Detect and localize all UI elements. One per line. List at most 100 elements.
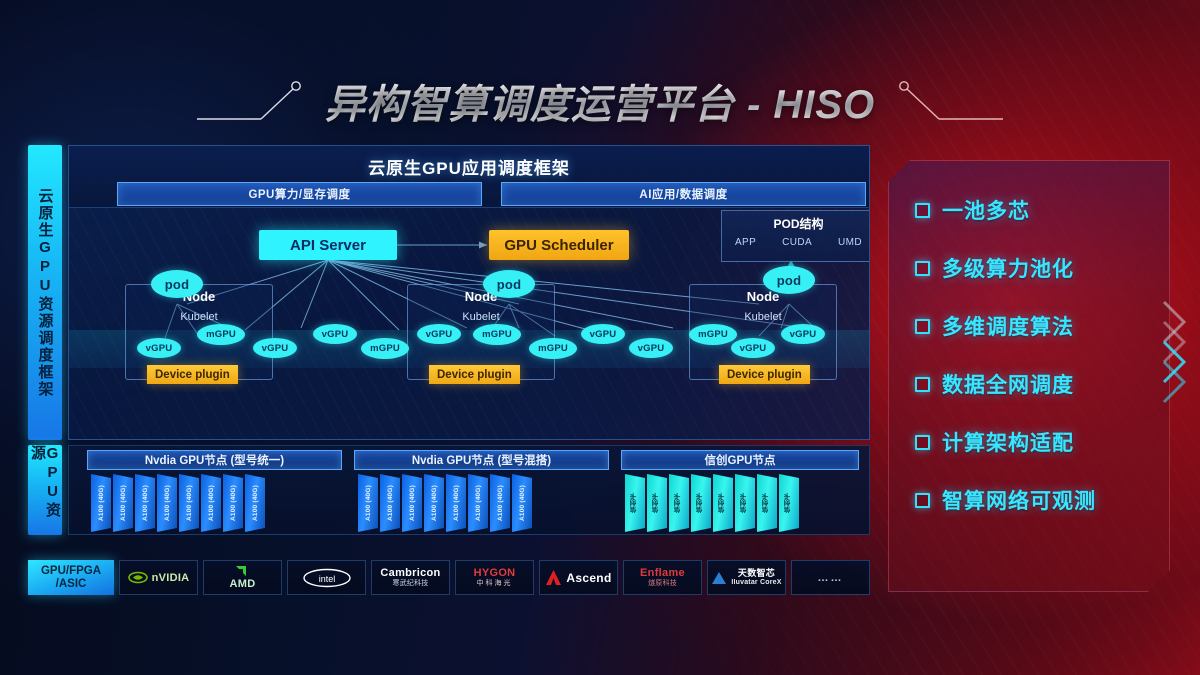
gpu-card[interactable]: 信创卡: [691, 474, 711, 532]
gpu-pill-mgpu[interactable]: mGPU: [529, 338, 577, 359]
vendor-category-tag: GPU/FPGA /ASIC: [28, 560, 114, 595]
gpu-card-row: 信创卡 信创卡 信创卡 信创卡 信创卡 信创卡 信创卡 信创卡: [625, 474, 799, 532]
gpu-card[interactable]: A100 (40G): [201, 474, 221, 532]
gpu-card[interactable]: 信创卡: [757, 474, 777, 532]
gpu-pill-vgpu[interactable]: vGPU: [313, 324, 357, 344]
gpu-card[interactable]: A100 (40G): [424, 474, 444, 532]
vendor-logo-enflame[interactable]: Enflame 燧原科技: [623, 560, 702, 595]
pod-structure-box: POD结构 APP CUDA UMD: [721, 210, 869, 262]
gpu-card[interactable]: A100 (40G): [135, 474, 155, 532]
page-title: 异构智算调度运营平台 - HISO: [325, 72, 875, 130]
capability-bar-gpu-compute[interactable]: GPU算力/显存调度: [117, 182, 482, 206]
gpu-card-label: 信创卡: [697, 492, 704, 514]
gpu-card-row: A100 (40G) A100 (40G) A100 (40G) A100 (4…: [358, 474, 532, 532]
gpu-card-label: A100 (40G): [207, 485, 215, 521]
gpu-card[interactable]: A100 (40G): [468, 474, 488, 532]
gpu-card[interactable]: 信创卡: [669, 474, 689, 532]
vendor-tag-line2: /ASIC: [55, 577, 87, 590]
gpu-pill-mgpu[interactable]: mGPU: [197, 324, 245, 345]
pod-pill[interactable]: pod: [151, 270, 203, 298]
vendor-logo-iluvatar[interactable]: 天数智芯 Iluvatar CoreX: [707, 560, 786, 595]
gpu-card-row: A100 (40G) A100 (40G) A100 (40G) A100 (4…: [91, 474, 265, 532]
vendor-logo-nvidia[interactable]: nVIDIA: [119, 560, 198, 595]
checkbox-icon: [915, 435, 930, 450]
gpu-pill-vgpu[interactable]: vGPU: [417, 324, 461, 344]
gpu-card[interactable]: A100 (40G): [157, 474, 177, 532]
capability-bar-ai-data[interactable]: AI应用/数据调度: [501, 182, 866, 206]
gpu-card[interactable]: A100 (40G): [490, 474, 510, 532]
gpu-node-group: 信创GPU节点 信创卡 信创卡 信创卡 信创卡 信创卡 信创卡 信创卡 信创卡: [621, 446, 859, 534]
pod-struct-item-app: APP: [734, 237, 757, 248]
side-label-framework-text: 云原生GPU资源调度框架: [36, 187, 54, 398]
gpu-pill-vgpu[interactable]: vGPU: [137, 338, 181, 358]
pod-pill[interactable]: pod: [763, 266, 815, 294]
gpu-card-label: A100 (40G): [518, 485, 526, 521]
feature-label: 数据全网调度: [942, 374, 1074, 397]
intel-logo-icon: intel: [302, 568, 352, 588]
feature-label: 一池多芯: [942, 200, 1030, 223]
device-plugin-button[interactable]: Device plugin: [719, 365, 810, 384]
device-plugin-button[interactable]: Device plugin: [429, 365, 520, 384]
gpu-node-label: Nvdia GPU节点 (型号统一): [87, 450, 342, 470]
gpu-card[interactable]: A100 (40G): [446, 474, 466, 532]
gpu-scheduler-box[interactable]: GPU Scheduler: [489, 230, 629, 260]
vendor-name: Ascend: [566, 570, 612, 585]
vendor-logo-amd[interactable]: AMD: [203, 560, 282, 595]
node-kubelet: Kubelet: [462, 311, 500, 323]
gpu-card-label: A100 (40G): [386, 485, 394, 521]
gpu-card[interactable]: A100 (40G): [91, 474, 111, 532]
gpu-card[interactable]: A100 (40G): [245, 474, 265, 532]
architecture-diagram: 云原生GPU资源调度框架 GPU资源 云原生GPU应用调度框架 GPU算力/显存…: [28, 145, 870, 595]
gpu-card[interactable]: A100 (40G): [179, 474, 199, 532]
gpu-card[interactable]: A100 (40G): [113, 474, 133, 532]
gpu-card[interactable]: 信创卡: [735, 474, 755, 532]
feature-item-4[interactable]: 计算架构适配: [915, 427, 1169, 457]
vendor-subname: 寒武纪科技: [392, 579, 429, 587]
amd-logo-icon: [235, 565, 250, 578]
chevron-decoration: [1162, 300, 1192, 420]
gpu-card[interactable]: A100 (40G): [380, 474, 400, 532]
vendor-name: AMD: [229, 577, 256, 590]
gpu-card[interactable]: 信创卡: [779, 474, 799, 532]
vendor-logo-more[interactable]: ……: [791, 560, 870, 595]
gpu-card-label: A100 (40G): [408, 485, 416, 521]
vendor-logo-cambricon[interactable]: Cambricon 寒武纪科技: [371, 560, 450, 595]
api-server-box[interactable]: API Server: [259, 230, 397, 260]
gpu-card[interactable]: 信创卡: [647, 474, 667, 532]
gpu-pill-mgpu[interactable]: mGPU: [361, 338, 409, 359]
gpu-card[interactable]: 信创卡: [625, 474, 645, 532]
gpu-card-label: A100 (40G): [229, 485, 237, 521]
gpu-card-label: 信创卡: [631, 492, 638, 514]
vendor-subname: 中科海光: [476, 579, 513, 587]
vendor-logo-hygon[interactable]: HYGON 中科海光: [455, 560, 534, 595]
vendor-name: Cambricon: [380, 567, 441, 580]
gpu-pill-mgpu[interactable]: mGPU: [689, 324, 737, 345]
node-title: Node: [746, 289, 780, 304]
gpu-pill-mgpu[interactable]: mGPU: [473, 324, 521, 345]
device-plugin-button[interactable]: Device plugin: [147, 365, 238, 384]
gpu-resource-panel: Nvdia GPU节点 (型号统一) A100 (40G) A100 (40G)…: [68, 445, 870, 535]
gpu-card-label: 信创卡: [741, 492, 748, 514]
feature-item-1[interactable]: 多级算力池化: [915, 253, 1169, 283]
gpu-card[interactable]: 信创卡: [713, 474, 733, 532]
gpu-node-label: Nvdia GPU节点 (型号混搭): [354, 450, 609, 470]
gpu-card[interactable]: A100 (40G): [512, 474, 532, 532]
gpu-pill-vgpu[interactable]: vGPU: [253, 338, 297, 358]
feature-item-5[interactable]: 智算网络可观测: [915, 485, 1169, 515]
gpu-card[interactable]: A100 (40G): [402, 474, 422, 532]
gpu-card[interactable]: A100 (40G): [358, 474, 378, 532]
feature-item-3[interactable]: 数据全网调度: [915, 369, 1169, 399]
gpu-pill-vgpu[interactable]: vGPU: [781, 324, 825, 344]
gpu-card[interactable]: A100 (40G): [223, 474, 243, 532]
vendor-name: HYGON: [473, 567, 516, 580]
gpu-node-label: 信创GPU节点: [621, 450, 859, 470]
pod-pill[interactable]: pod: [483, 270, 535, 298]
gpu-card-label: A100 (40G): [141, 485, 149, 521]
vendor-logo-ascend[interactable]: Ascend: [539, 560, 618, 595]
gpu-pill-vgpu[interactable]: vGPU: [581, 324, 625, 344]
vendor-logo-intel[interactable]: intel: [287, 560, 366, 595]
gpu-pill-vgpu[interactable]: vGPU: [731, 338, 775, 358]
feature-item-2[interactable]: 多维调度算法: [915, 311, 1169, 341]
feature-item-0[interactable]: 一池多芯: [915, 195, 1169, 225]
gpu-pill-vgpu[interactable]: vGPU: [629, 338, 673, 358]
